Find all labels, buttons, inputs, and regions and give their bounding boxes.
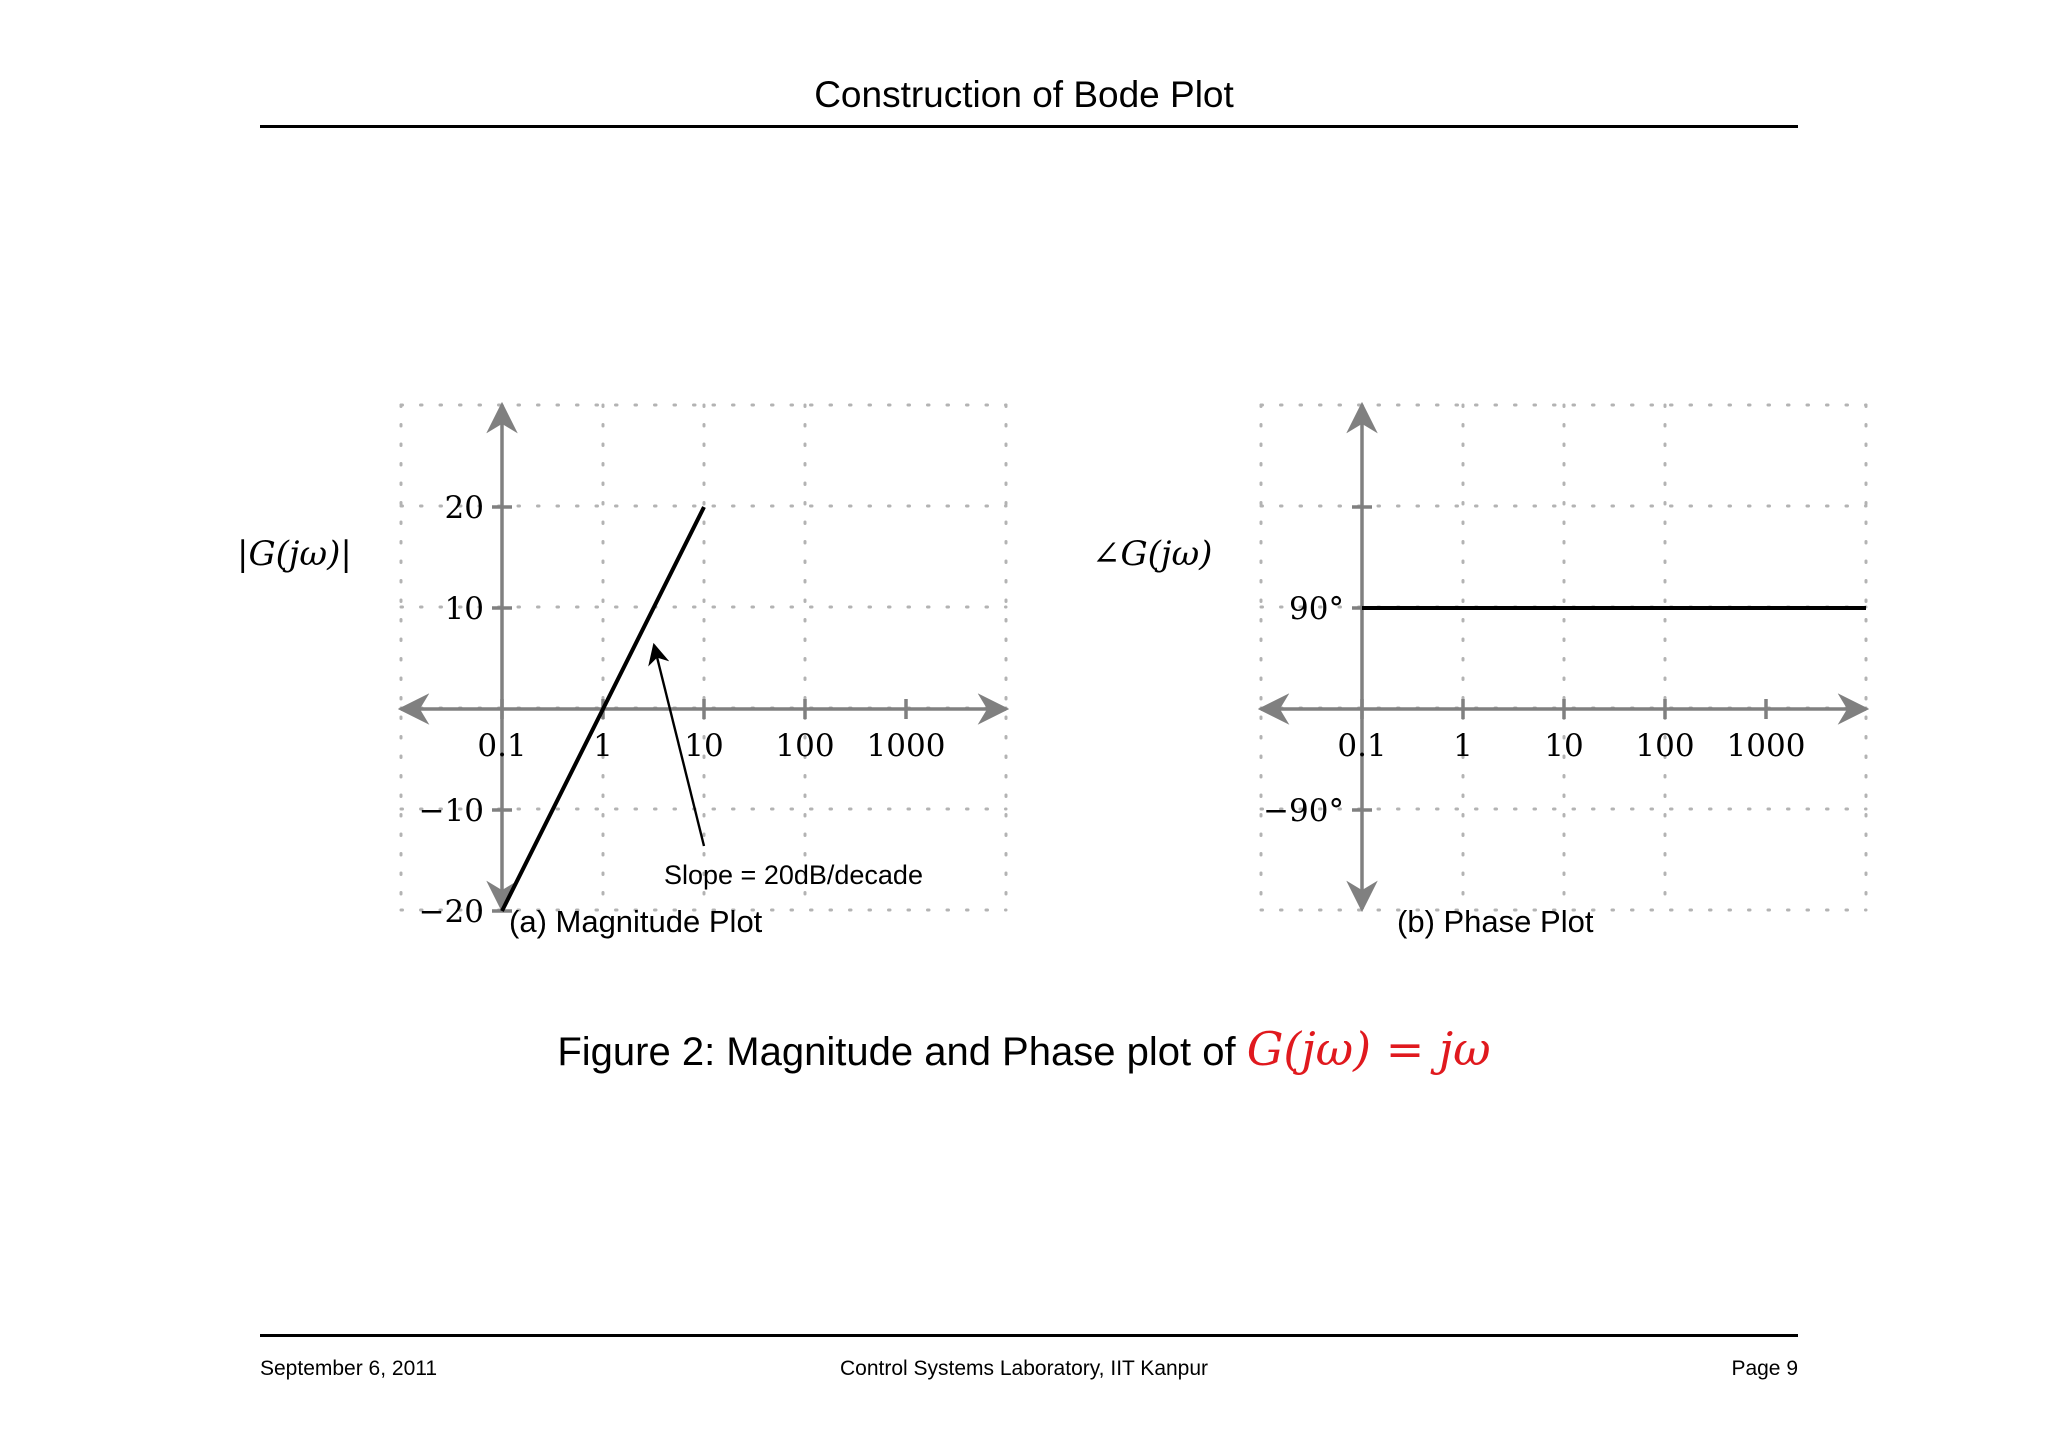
phase-ylabel: ∠G(jω) [1092, 534, 1212, 574]
y-tick-label: −10 [419, 793, 484, 829]
x-tick-label: 1000 [1727, 728, 1806, 764]
slope-annotation-arrow [648, 642, 706, 847]
x-tick-label: 1000 [867, 728, 946, 764]
y-tick-label: 20 [445, 490, 484, 526]
magnitude-ylabel: |G(jω)| [237, 534, 352, 574]
y-tick-label: 90° [1289, 591, 1344, 627]
magnitude-grid [399, 403, 1008, 912]
figure-caption: Figure 2: Magnitude and Phase plot of G(… [0, 1022, 2048, 1076]
footer-date: September 6, 2011 [260, 1357, 438, 1380]
phase-subtitle: (b) Phase Plot [1397, 904, 1594, 939]
magnitude-series [500, 506, 706, 912]
magnitude-ticks: 0.1 1 10 100 1000 20 10 −10 −20 [419, 490, 946, 930]
magnitude-plot: 0.1 1 10 100 1000 20 10 −10 −20 Slope = 20dB/dec… [237, 401, 1010, 939]
x-tick-label: 0.1 [477, 728, 526, 764]
x-tick-label: 10 [1544, 728, 1583, 764]
x-tick-label: 1 [1453, 728, 1473, 764]
footer-lab: Control Systems Laboratory, IIT Kanpur [839, 1357, 1209, 1380]
y-tick-label: −20 [419, 894, 484, 930]
phase-ticks: 0.1 1 10 100 1000 90° −90° [1263, 505, 1806, 829]
footer-page: Page 9 [1731, 1357, 1798, 1380]
phase-grid [1259, 403, 1868, 912]
magnitude-subtitle: (a) Magnitude Plot [509, 904, 763, 939]
y-tick-label: 10 [445, 591, 484, 627]
series-line [500, 506, 706, 912]
page-title: Construction of Bode Plot [814, 74, 1234, 115]
y-tick-label: −90° [1263, 793, 1344, 829]
header-rule [260, 125, 1798, 128]
x-tick-label: 0.1 [1337, 728, 1386, 764]
x-tick-label: 1 [593, 728, 613, 764]
caption-text: Figure 2: Magnitude and Phase plot of [557, 1030, 1236, 1074]
slope-annotation: Slope = 20dB/decade [664, 860, 923, 890]
phase-plot: 0.1 1 10 100 1000 90° −90° (b) Phase Plot ∠G(j… [1092, 401, 1870, 939]
x-tick-label: 100 [775, 728, 834, 764]
footer-rule [260, 1334, 1798, 1337]
caption-equation: G(jω) = jω [1246, 1022, 1491, 1076]
x-tick-label: 10 [684, 728, 723, 764]
x-tick-label: 100 [1635, 728, 1694, 764]
